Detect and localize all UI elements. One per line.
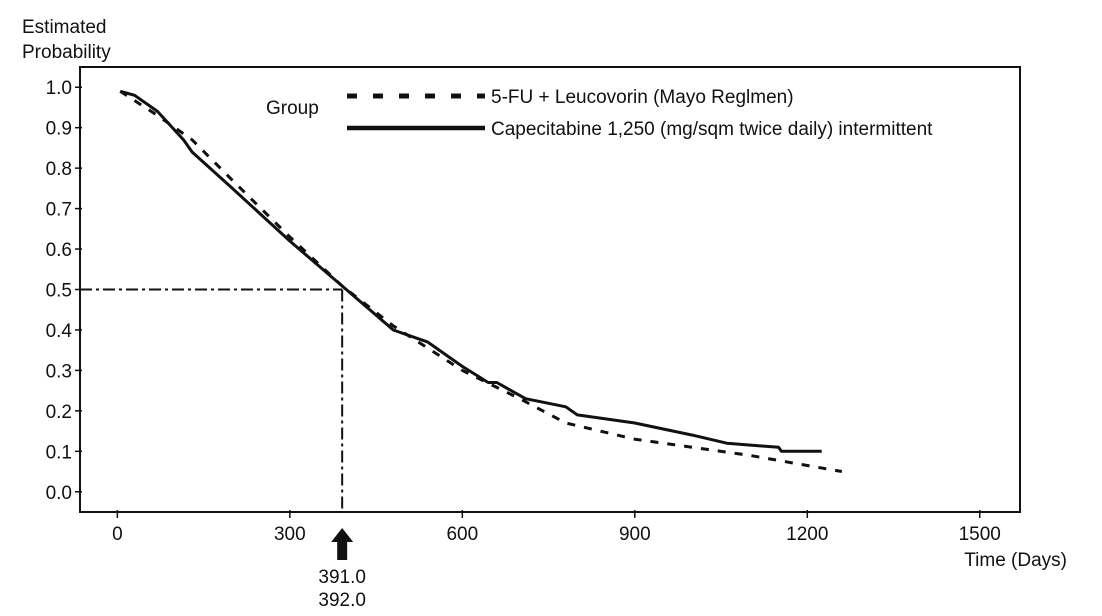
y-tick-label: 0.7 [46,200,72,221]
y-tick-label: 0.5 [46,281,72,302]
y-tick-label: 0.4 [46,321,73,342]
y-tick-label: 0.6 [46,240,72,261]
legend-label-1: 5-FU + Leucovorin (Mayo Reglmen) [491,87,794,108]
series-line-2 [119,89,822,453]
legend-label-2: Capecitabine 1,250 (mg/sqm twice daily) … [491,119,933,140]
x-tick-label: 900 [619,524,651,545]
median-label-2: 392.0 [318,590,366,611]
x-tick-label: 1500 [959,524,1001,545]
median-arrow-icon [331,528,354,560]
y-axis-label-line1: Estimated [22,17,106,38]
y-tick-label: 0.8 [46,159,72,180]
y-tick-label: 0.0 [46,483,72,504]
y-tick-label: 0.3 [46,361,72,382]
median-label-1: 391.0 [318,567,366,588]
y-tick-label: 0.2 [46,402,72,423]
x-tick-label: 1200 [786,524,828,545]
x-tick-label: 600 [446,524,478,545]
legend: Group 5-FU + Leucovorin (Mayo Reglmen) Cap… [266,87,933,140]
series-layer [119,89,843,473]
series-line-1 [119,90,843,473]
legend-title: Group [266,98,319,119]
x-tick-label: 0 [112,524,123,545]
y-tick-label: 1.0 [46,78,72,99]
x-tick-label: 300 [274,524,306,545]
x-axis-label: Time (Days) [964,550,1067,571]
y-tick-label: 0.1 [46,442,72,463]
y-tick-label: 0.9 [46,119,72,140]
axis-layer: 0.0 0.1 0.2 0.3 0.4 0.5 0.6 0.7 0.8 0.9 1.0 0 300 600… [22,17,1067,571]
y-axis-label-line2: Probability [22,42,111,63]
